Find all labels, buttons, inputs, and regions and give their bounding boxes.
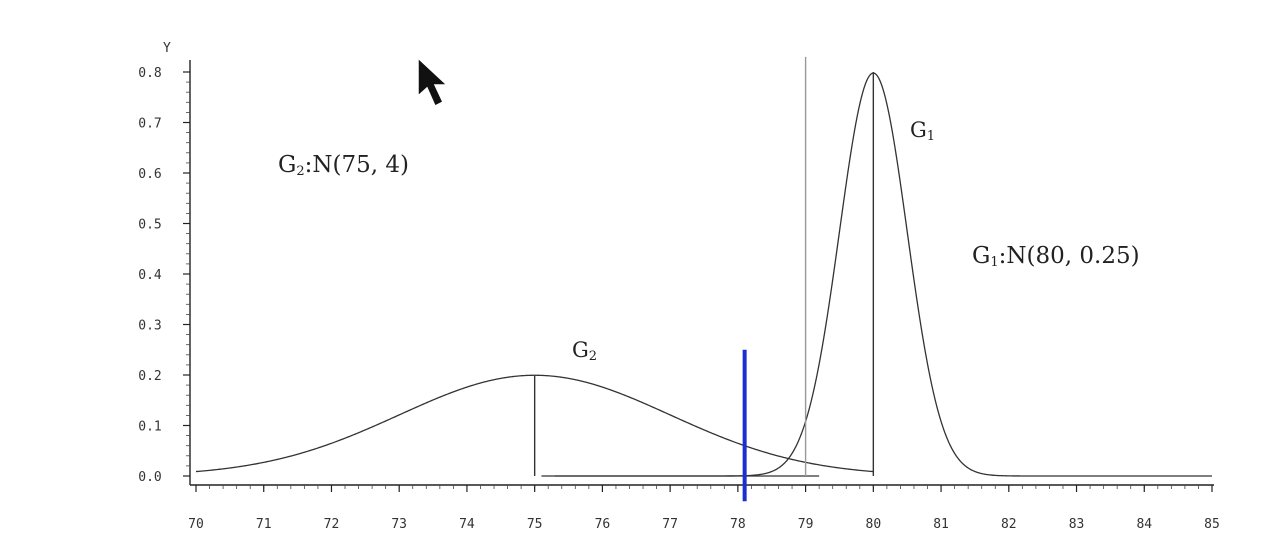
y-tick-label: 0.0 xyxy=(138,470,161,485)
x-tick-label: 78 xyxy=(730,517,746,532)
x-tick-label: 79 xyxy=(798,517,814,532)
y-tick-label: 0.8 xyxy=(138,66,161,81)
mouse-cursor-icon xyxy=(417,56,449,108)
x-tick-labels: 70 71 72 73 74 75 76 77 78 79 80 81 82 83 84 85 xyxy=(188,485,1220,532)
x-tick-label: 84 xyxy=(1136,517,1152,532)
x-tick-label: 77 xyxy=(662,517,678,532)
y-tick-label: 0.7 xyxy=(138,117,161,132)
y-tick-label: 0.2 xyxy=(138,369,161,384)
y-tick-labels: 0.0 0.1 0.2 0.3 0.4 0.5 0.6 0.7 0.8 xyxy=(138,66,190,485)
x-tick-label: 75 xyxy=(527,517,543,532)
x-tick-label: 71 xyxy=(256,517,272,532)
g2-curve-label: G2 xyxy=(572,338,597,364)
g1-formula-label: G1:N(80, 0.25) xyxy=(972,243,1140,270)
x-tick-label: 82 xyxy=(1001,517,1017,532)
x-tick-label: 80 xyxy=(866,517,882,532)
x-tick-label: 72 xyxy=(324,517,340,532)
x-tick-label: 73 xyxy=(391,517,407,532)
x-tick-label: 85 xyxy=(1204,517,1220,532)
reference-lines xyxy=(533,56,875,502)
axis-minor-ticks xyxy=(186,71,1213,489)
x-tick-label: 76 xyxy=(595,517,611,532)
g1-density-curve xyxy=(554,72,1212,477)
x-tick-label: 74 xyxy=(459,517,475,532)
y-tick-label: 0.3 xyxy=(138,319,161,334)
g1-curve-label: G1 xyxy=(910,118,935,144)
x-tick-label: 70 xyxy=(188,517,204,532)
y-tick-label: 0.5 xyxy=(138,218,161,233)
y-tick-label: 0.4 xyxy=(138,268,162,283)
y-axis-label: Y xyxy=(163,41,171,56)
y-tick-label: 0.6 xyxy=(138,167,161,182)
y-tick-label: 0.1 xyxy=(138,420,161,435)
x-tick-label: 81 xyxy=(933,517,949,532)
g2-formula-label: G2:N(75, 4) xyxy=(278,152,409,179)
x-tick-label: 83 xyxy=(1069,517,1085,532)
